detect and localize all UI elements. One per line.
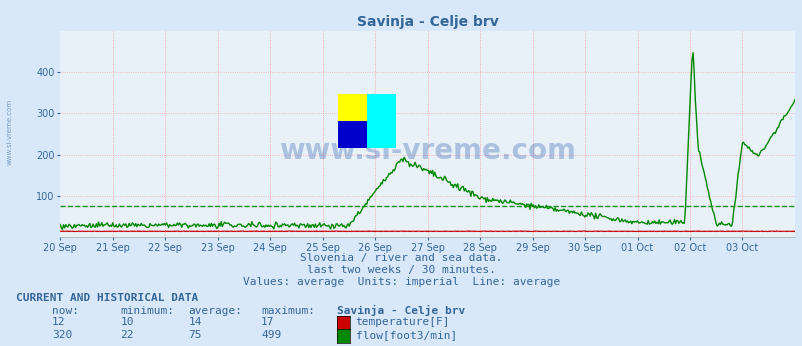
Text: Savinja - Celje brv: Savinja - Celje brv xyxy=(337,305,465,316)
Text: 10: 10 xyxy=(120,317,134,327)
Text: www.si-vreme.com: www.si-vreme.com xyxy=(6,98,12,165)
Text: Values: average  Units: imperial  Line: average: Values: average Units: imperial Line: av… xyxy=(242,277,560,288)
Text: flow[foot3/min]: flow[foot3/min] xyxy=(355,330,456,340)
Text: 320: 320 xyxy=(52,330,72,340)
Text: 12: 12 xyxy=(52,317,66,327)
Text: 75: 75 xyxy=(188,330,202,340)
Text: Slovenia / river and sea data.: Slovenia / river and sea data. xyxy=(300,253,502,263)
Text: average:: average: xyxy=(188,306,242,316)
Text: last two weeks / 30 minutes.: last two weeks / 30 minutes. xyxy=(306,265,496,275)
Text: www.si-vreme.com: www.si-vreme.com xyxy=(279,137,575,165)
Text: maximum:: maximum: xyxy=(261,306,314,316)
Text: minimum:: minimum: xyxy=(120,306,174,316)
Text: CURRENT AND HISTORICAL DATA: CURRENT AND HISTORICAL DATA xyxy=(16,293,198,303)
Text: 22: 22 xyxy=(120,330,134,340)
Text: now:: now: xyxy=(52,306,79,316)
Text: temperature[F]: temperature[F] xyxy=(355,317,450,327)
Text: 499: 499 xyxy=(261,330,281,340)
Text: 14: 14 xyxy=(188,317,202,327)
Title: Savinja - Celje brv: Savinja - Celje brv xyxy=(356,15,498,29)
Text: 17: 17 xyxy=(261,317,274,327)
